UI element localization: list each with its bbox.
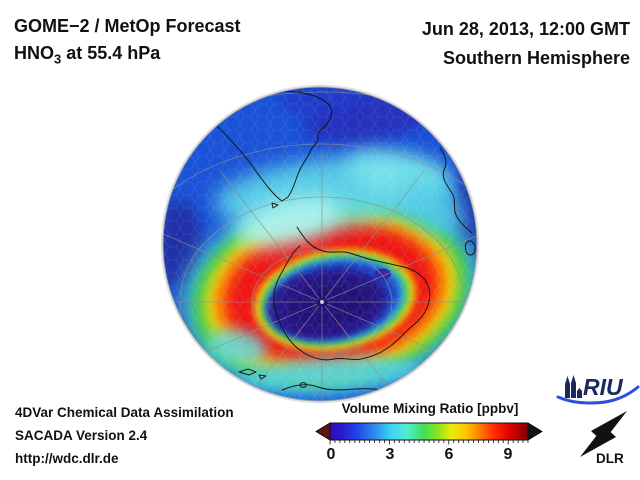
tick-label-3: 3 xyxy=(385,446,395,463)
credit-line-3: http://wdc.dlr.de xyxy=(15,451,119,466)
globe-limb xyxy=(162,86,478,402)
cathedral-icon xyxy=(565,375,582,398)
colorbar-left-arrow xyxy=(315,422,331,441)
dlr-emblem-icon xyxy=(580,411,627,457)
datetime-text: Jun 28, 2013, 12:00 GMT xyxy=(421,19,630,39)
riu-logo: RIU xyxy=(556,374,640,405)
credits: 4DVar Chemical Data Assimilation SACADA … xyxy=(15,401,234,470)
colorbar xyxy=(315,422,543,445)
colorbar-ticks xyxy=(329,440,529,445)
tasmania xyxy=(299,382,307,388)
header-right: Jun 28, 2013, 12:00 GMT Southern Hemisph… xyxy=(422,15,630,73)
antarctica-coast xyxy=(273,226,431,361)
tierra-del-fuego xyxy=(271,202,279,209)
riu-text: RIU xyxy=(583,374,624,400)
header-left: GOME−2 / MetOp Forecast HNO3 at 55.4 hPa xyxy=(14,13,241,73)
globe-limb-halo xyxy=(160,84,480,404)
credit-line-2: SACADA Version 2.4 xyxy=(15,428,148,443)
graticule xyxy=(163,91,477,401)
africa-coast xyxy=(439,147,473,234)
credit-line-1: 4DVar Chemical Data Assimilation xyxy=(15,405,234,420)
product-title: GOME−2 / MetOp Forecast xyxy=(14,16,241,36)
madagascar xyxy=(464,240,476,256)
dlr-text: DLR xyxy=(596,451,624,466)
dlr-logo: DLR xyxy=(580,411,627,466)
colorbar-tick-labels: 0 3 6 9 xyxy=(312,446,546,464)
riu-swoosh xyxy=(556,385,640,405)
tick-label-0: 0 xyxy=(326,446,336,463)
hex-texture xyxy=(163,87,477,401)
hemisphere-text: Southern Hemisphere xyxy=(442,48,630,68)
species-title: HNO3 at 55.4 hPa xyxy=(14,43,161,67)
colorbar-gradient-bar xyxy=(329,422,529,441)
pole-marker xyxy=(320,300,324,304)
tick-label-9: 9 xyxy=(503,446,513,463)
colorbar-right-arrow xyxy=(527,422,543,441)
colorbar-title: Volume Mixing Ratio [ppbv] xyxy=(341,401,519,416)
tick-label-6: 6 xyxy=(444,446,454,463)
new-zealand-islands xyxy=(238,368,267,380)
